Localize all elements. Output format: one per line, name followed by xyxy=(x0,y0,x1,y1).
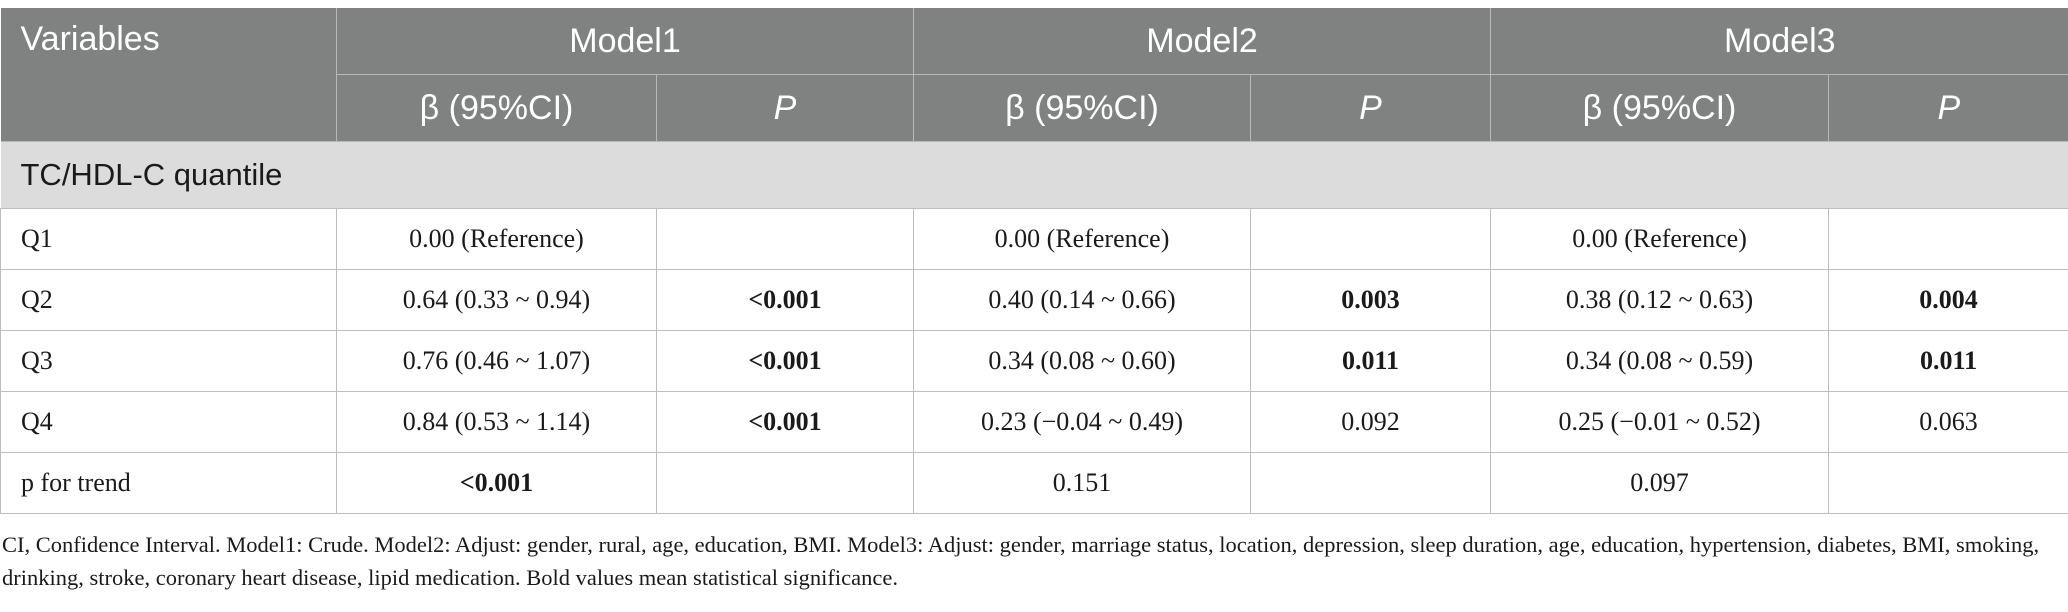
model3-beta-cell: 0.097 xyxy=(1490,452,1830,514)
subheader-row: β (95%CI) P β (95%CI) P β (95%CI) P xyxy=(1,74,2068,142)
model1-p-cell xyxy=(656,208,915,270)
regression-table: Variables Model1 Model2 Model3 β (95%CI)… xyxy=(0,8,2068,514)
model2-p-cell xyxy=(1250,452,1492,514)
model1-beta-cell: <0.001 xyxy=(336,452,657,514)
model3-beta-cell: 0.00 (Reference) xyxy=(1490,208,1830,270)
model3-beta-cell: 0.38 (0.12 ~ 0.63) xyxy=(1490,269,1830,331)
model2-beta-cell: 0.40 (0.14 ~ 0.66) xyxy=(913,269,1252,331)
model1-p-cell: <0.001 xyxy=(656,330,915,392)
model1-beta-cell: 0.00 (Reference) xyxy=(336,208,657,270)
model1-beta-cell: 0.64 (0.33 ~ 0.94) xyxy=(336,269,657,331)
row-label: Q1 xyxy=(0,208,337,270)
model3-p-cell: 0.004 xyxy=(1828,269,2068,331)
table-row: Q4 0.84 (0.53 ~ 1.14) <0.001 0.23 (−0.04 ~ … xyxy=(0,391,2068,453)
model1-p-cell xyxy=(656,452,915,514)
model3-p-cell: 0.063 xyxy=(1828,391,2068,453)
model3-p-cell xyxy=(1828,208,2068,270)
model2-p-header: P xyxy=(1250,74,1492,142)
model2-p-cell: 0.011 xyxy=(1250,330,1492,392)
model2-p-cell xyxy=(1250,208,1492,270)
results-table-container: Variables Model1 Model2 Model3 β (95%CI)… xyxy=(0,8,2068,514)
row-label: Q4 xyxy=(0,391,337,453)
model2-p-cell: 0.003 xyxy=(1250,269,1492,331)
model1-beta-cell: 0.76 (0.46 ~ 1.07) xyxy=(336,330,657,392)
model3-beta-cell: 0.34 (0.08 ~ 0.59) xyxy=(1490,330,1830,392)
model1-p-cell: <0.001 xyxy=(656,391,915,453)
section-row: TC/HDL-C quantile xyxy=(0,141,2068,209)
model2-beta-header: β (95%CI) xyxy=(913,74,1252,142)
table-row: Q2 0.64 (0.33 ~ 0.94) <0.001 0.40 (0.14 ~ 0… xyxy=(0,269,2068,331)
model1-header: Model1 xyxy=(336,8,915,75)
table-body: TC/HDL-C quantile Q1 0.00 (Reference) 0.00… xyxy=(0,141,2068,514)
model1-beta-header: β (95%CI) xyxy=(336,74,657,142)
model3-beta-header: β (95%CI) xyxy=(1490,74,1830,142)
table-row: Q1 0.00 (Reference) 0.00 (Reference) 0.00 (… xyxy=(0,208,2068,270)
variables-header: Variables xyxy=(0,8,337,142)
table-footnote: CI, Confidence Interval. Model1: Crude. … xyxy=(2,532,2040,590)
model2-beta-cell: 0.23 (−0.04 ~ 0.49) xyxy=(913,391,1252,453)
model2-beta-cell: 0.34 (0.08 ~ 0.60) xyxy=(913,330,1252,392)
model3-beta-cell: 0.25 (−0.01 ~ 0.52) xyxy=(1490,391,1830,453)
model2-header: Model2 xyxy=(913,8,1492,75)
model1-beta-cell: 0.84 (0.53 ~ 1.14) xyxy=(336,391,657,453)
model1-p-header: P xyxy=(656,74,915,142)
row-label: Q3 xyxy=(0,330,337,392)
table-row: p for trend <0.001 0.151 0.097 xyxy=(0,452,2068,514)
model3-p-cell: 0.011 xyxy=(1828,330,2068,392)
model-header-row: Variables Model1 Model2 Model3 xyxy=(0,8,2068,142)
row-label: p for trend xyxy=(0,452,337,514)
model3-p-header: P xyxy=(1828,74,2068,142)
table-header: Variables Model1 Model2 Model3 β (95%CI)… xyxy=(0,8,2068,142)
row-label: Q2 xyxy=(0,269,337,331)
table-row: Q3 0.76 (0.46 ~ 1.07) <0.001 0.34 (0.08 ~ 0… xyxy=(0,330,2068,392)
model1-p-cell: <0.001 xyxy=(656,269,915,331)
section-label: TC/HDL-C quantile xyxy=(0,141,2068,209)
model2-p-cell: 0.092 xyxy=(1250,391,1492,453)
model2-beta-cell: 0.151 xyxy=(913,452,1252,514)
model2-beta-cell: 0.00 (Reference) xyxy=(913,208,1252,270)
model3-header: Model3 xyxy=(1490,8,2068,75)
model3-p-cell xyxy=(1828,452,2068,514)
